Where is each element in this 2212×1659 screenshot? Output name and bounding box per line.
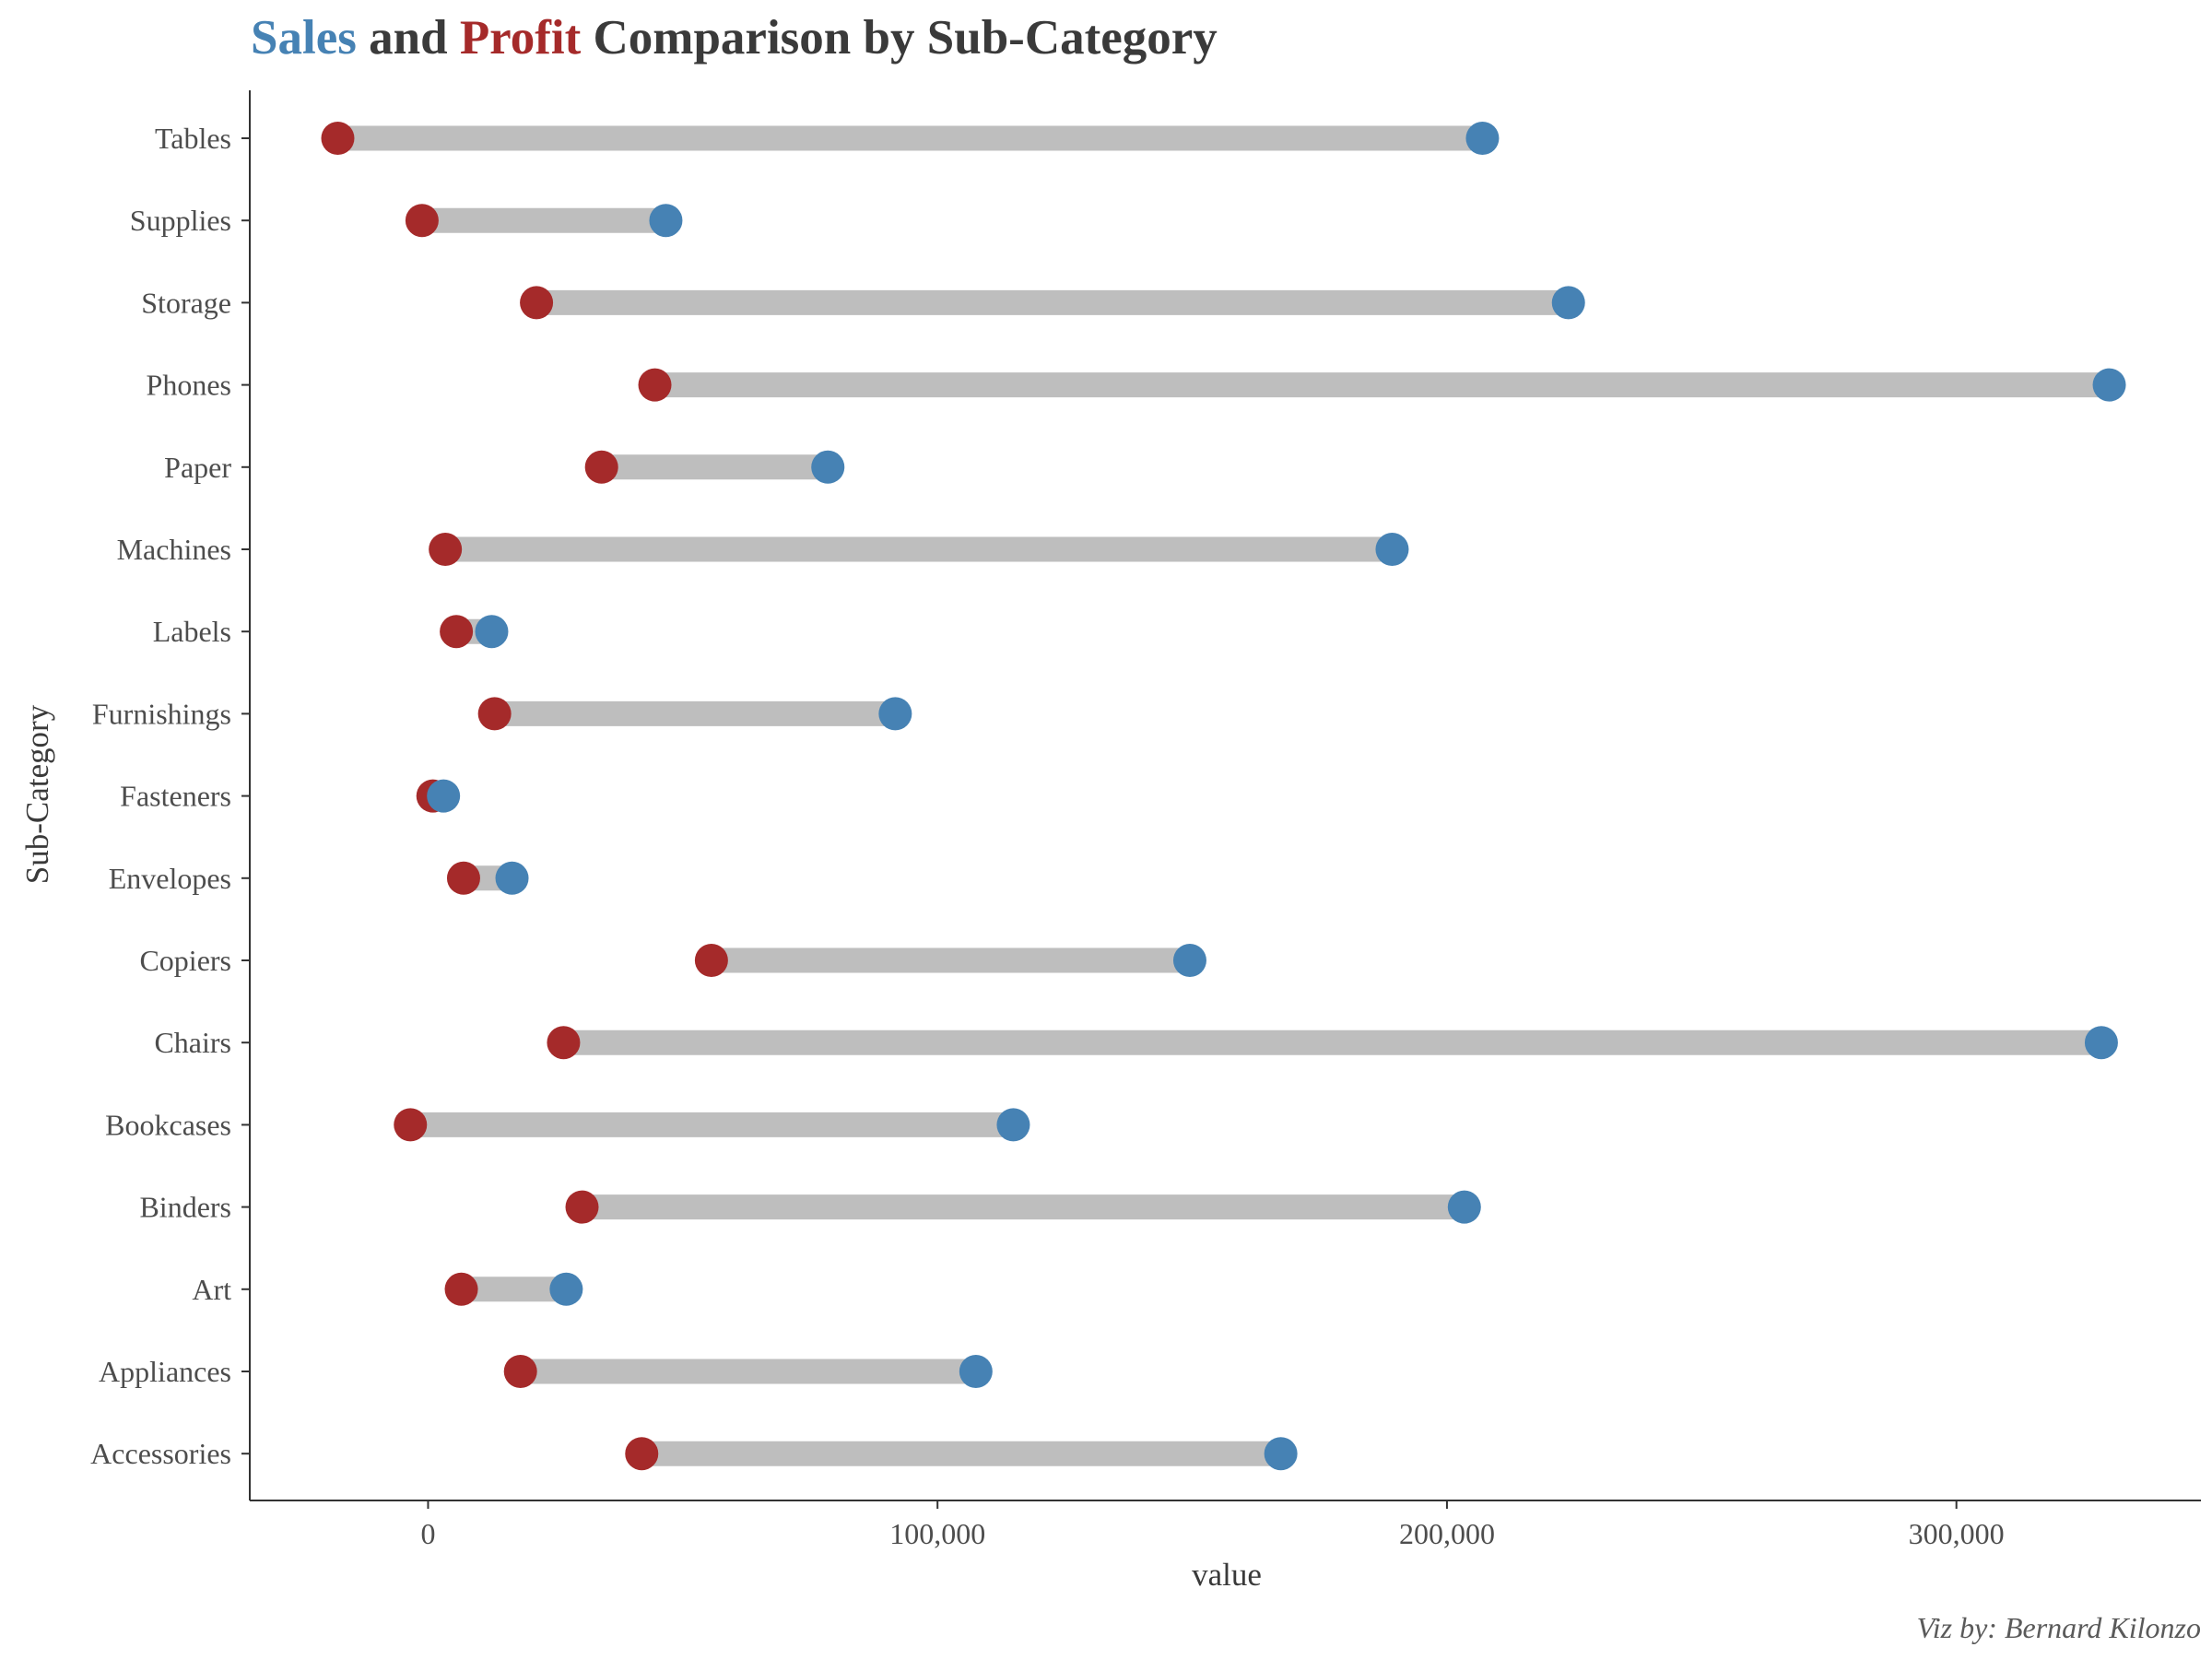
y-tick-label-appliances: Appliances <box>99 1355 231 1388</box>
x-axis-ticks: 0 100,000 200,000 300,000 <box>420 1500 2005 1550</box>
sales-point-storage <box>1551 286 1585 320</box>
x-tick-label: 300,000 <box>1909 1517 2005 1550</box>
x-tick-label: 0 <box>420 1517 435 1550</box>
y-tick-label-binders: Binders <box>139 1191 231 1224</box>
chart-caption: Viz by: Bernard Kilonzo <box>1917 1611 2201 1644</box>
y-tick-label-paper: Paper <box>164 451 231 484</box>
sales-point-machines <box>1375 533 1409 566</box>
sales-point-furnishings <box>878 697 912 731</box>
title-part-3: Comparison by Sub-Category <box>581 11 1218 65</box>
profit-point-storage <box>520 286 554 320</box>
y-axis-ticks: Tables Supplies Storage Phones Paper Machines… <box>90 122 250 1470</box>
y-tick-label-bookcases: Bookcases <box>105 1108 231 1141</box>
y-axis-title: Sub-Category <box>19 704 55 884</box>
x-tick-label: 100,000 <box>889 1517 985 1550</box>
sales-point-binders <box>1447 1190 1481 1224</box>
profit-point-labels <box>440 615 474 649</box>
profit-point-envelopes <box>446 861 480 895</box>
profit-point-chairs <box>547 1026 581 1060</box>
y-tick-label-furnishings: Furnishings <box>92 697 231 730</box>
y-tick-label-copiers: Copiers <box>139 944 231 977</box>
title-part-1: and <box>357 11 460 65</box>
sales-point-labels <box>475 615 509 649</box>
title-part-2: Profit <box>460 11 582 65</box>
sales-point-accessories <box>1264 1437 1298 1471</box>
profit-point-bookcases <box>394 1108 428 1142</box>
profit-point-supplies <box>405 204 439 238</box>
profit-point-appliances <box>503 1355 537 1388</box>
sales-point-copiers <box>1172 944 1206 977</box>
profit-point-machines <box>429 533 463 566</box>
sales-point-art <box>549 1272 583 1306</box>
profit-point-tables <box>321 122 355 155</box>
sales-point-chairs <box>2084 1026 2118 1060</box>
profit-point-phones <box>638 368 672 402</box>
y-tick-label-supplies: Supplies <box>130 204 231 237</box>
x-tick-label: 200,000 <box>1399 1517 1495 1550</box>
y-tick-label-phones: Phones <box>147 369 231 402</box>
sales-point-supplies <box>649 204 683 238</box>
profit-point-copiers <box>694 944 728 977</box>
sales-point-fasteners <box>427 779 461 813</box>
sales-point-bookcases <box>996 1108 1030 1142</box>
profit-point-art <box>444 1272 478 1306</box>
y-tick-label-storage: Storage <box>141 286 231 319</box>
y-tick-label-envelopes: Envelopes <box>109 862 231 895</box>
sales-point-envelopes <box>495 861 529 895</box>
profit-point-paper <box>584 450 618 484</box>
dumbbell-segments <box>337 125 2110 1466</box>
y-tick-label-fasteners: Fasteners <box>120 780 231 813</box>
sales-point-phones <box>2092 368 2126 402</box>
profit-point-furnishings <box>477 697 512 731</box>
sales-point-paper <box>811 450 845 484</box>
x-axis-title: value <box>1192 1557 1262 1593</box>
sales-point-appliances <box>959 1355 993 1388</box>
y-tick-label-tables: Tables <box>155 122 231 155</box>
y-tick-label-accessories: Accessories <box>90 1437 231 1470</box>
sales-point-tables <box>1465 122 1500 155</box>
y-tick-label-machines: Machines <box>117 533 231 566</box>
profit-point-accessories <box>625 1437 659 1471</box>
title-part-0: Sales <box>251 11 357 65</box>
profit-point-binders <box>565 1190 599 1224</box>
dumbbell-points <box>321 122 2126 1471</box>
y-tick-label-art: Art <box>192 1273 231 1306</box>
y-tick-label-chairs: Chairs <box>154 1026 231 1059</box>
chart-title: Sales and Profit Comparison by Sub-Categ… <box>251 11 1218 65</box>
y-tick-label-labels: Labels <box>153 615 231 648</box>
